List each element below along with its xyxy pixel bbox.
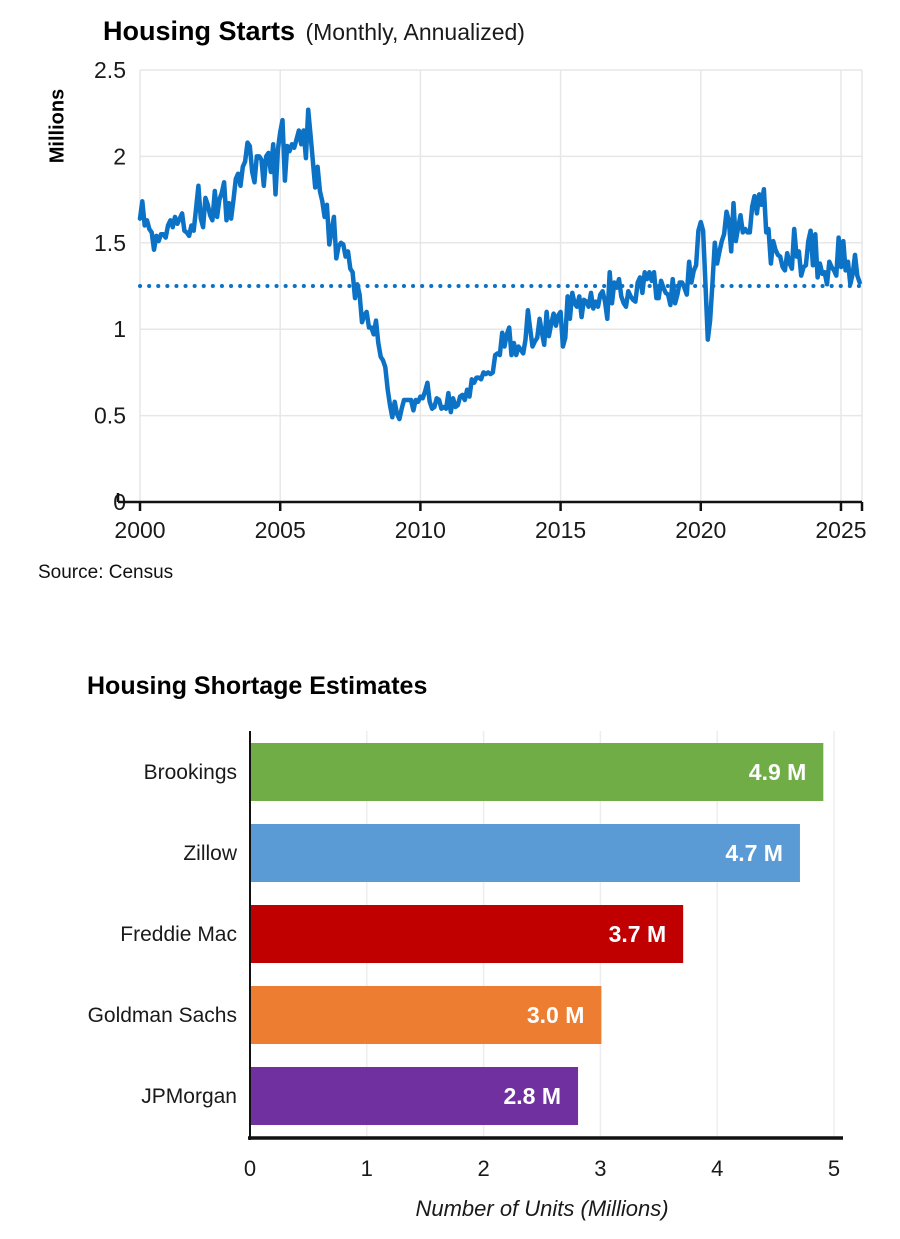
chart1-title-row: Housing Starts (Monthly, Annualized) xyxy=(103,16,525,47)
x-tick-label: 3 xyxy=(594,1156,606,1181)
y-tick-label: 2 xyxy=(113,143,126,169)
housing-starts-line-series xyxy=(137,107,862,422)
x-tick-label: 2000 xyxy=(114,517,165,543)
bar-value-label: 2.8 M xyxy=(504,1083,562,1109)
category-label: JPMorgan xyxy=(141,1085,237,1108)
bar-brookings xyxy=(251,743,824,801)
chart2-x-axis-label: Number of Units (Millions) xyxy=(415,1196,669,1221)
category-label: Brookings xyxy=(144,761,237,784)
x-tick-label: 2010 xyxy=(395,517,446,543)
bar-goldman-sachs xyxy=(251,986,602,1044)
chart1-y-axis-label: Millions xyxy=(46,88,69,164)
category-label: Freddie Mac xyxy=(120,923,237,946)
chart1-title: Housing Starts xyxy=(103,16,296,46)
x-tick-label: 0 xyxy=(244,1156,256,1181)
y-tick-label: 1.5 xyxy=(94,230,126,256)
x-tick-label: 2025 xyxy=(815,517,866,543)
x-tick-label: 4 xyxy=(711,1156,723,1181)
x-tick-label: 5 xyxy=(828,1156,840,1181)
x-tick-label: 2005 xyxy=(255,517,306,543)
bar-value-label: 3.0 M xyxy=(527,1002,585,1028)
x-tick-label: 1 xyxy=(361,1156,373,1181)
chart1-subtitle: (Monthly, Annualized) xyxy=(305,19,525,45)
x-tick-label: 2020 xyxy=(675,517,726,543)
x-tick-label: 2015 xyxy=(535,517,586,543)
y-tick-label: 1 xyxy=(113,316,126,342)
bar-value-label: 3.7 M xyxy=(609,921,667,947)
category-label: Zillow xyxy=(183,842,238,865)
bar-value-label: 4.9 M xyxy=(749,759,807,785)
y-tick-label: 0.5 xyxy=(94,403,126,429)
x-tick-label: 2 xyxy=(477,1156,489,1181)
chart2-title: Housing Shortage Estimates xyxy=(87,672,428,700)
bar-value-label: 4.7 M xyxy=(725,840,783,866)
bar-freddie-mac xyxy=(251,905,684,963)
bar-zillow xyxy=(251,824,800,882)
chart1-source-note: Source: Census xyxy=(38,562,174,583)
y-tick-label: 2.5 xyxy=(94,57,126,83)
category-label: Goldman Sachs xyxy=(88,1004,237,1027)
bar-jpmorgan xyxy=(251,1067,579,1125)
